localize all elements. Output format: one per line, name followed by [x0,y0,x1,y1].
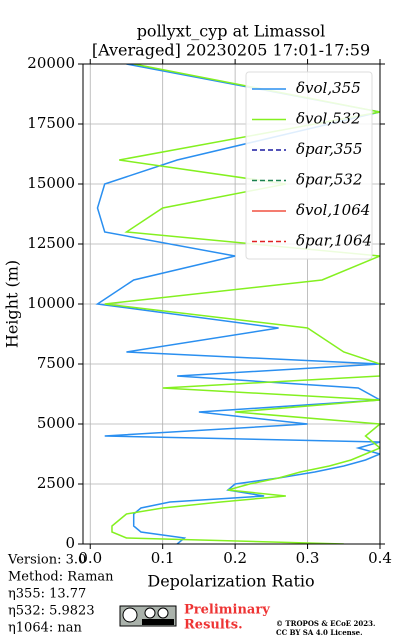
annotation: η1064: nan [8,621,83,636]
y-tick-label: 0 [65,534,75,552]
chart-title: [Averaged] 20230205 17:01-17:59 [92,41,370,60]
y-tick-label: 2500 [37,474,75,492]
y-axis-label: Height (m) [3,260,22,348]
legend-label: δpar,532 [296,171,363,189]
copyright: CC BY SA 4.0 License. [276,628,363,637]
copyright: © TROPOS & ECoE 2023. [276,619,375,628]
x-axis-label: Depolarization Ratio [147,572,314,591]
legend-label: δvol,355 [296,79,361,97]
legend-label: δvol,532 [296,110,361,128]
legend-label: δpar,1064 [296,232,372,250]
y-tick-label: 20000 [27,54,75,72]
cc-logo [119,605,177,627]
annotation: η355: 13.77 [8,587,86,602]
chart-title: pollyxt_cyp at Limassol [137,22,326,41]
stamp: Results. [184,618,243,633]
annotation: Method: Raman [8,570,114,585]
y-tick-label: 5000 [37,414,75,432]
axes-frame [82,63,381,545]
annotation: η532: 5.9823 [8,604,95,619]
legend: δvol,355 δvol,532 δpar,355 δpar,532 δvol,106… [245,71,373,260]
stamp: Preliminary [184,603,270,618]
x-tick-label: 0.3 [296,549,320,567]
y-tick-label: 10000 [27,294,75,312]
x-tick-label: 0.1 [151,549,175,567]
series-line [95,64,380,544]
legend-label: δpar,355 [296,140,363,158]
y-tick-label: 7500 [37,354,75,372]
y-tick-label: 15000 [27,174,75,192]
x-tick-label: 0.4 [368,549,392,567]
annotation: Version: 3.0 [7,553,86,568]
x-tick-label: 0.0 [78,549,102,567]
y-tick-label: 17500 [27,114,75,132]
annotations: Version: 3.0 Method: Raman η355: 13.77 η532… [7,553,114,636]
legend-label: δvol,1064 [296,201,370,219]
y-tick-label: 12500 [27,234,75,252]
x-tick-label: 0.2 [223,549,247,567]
